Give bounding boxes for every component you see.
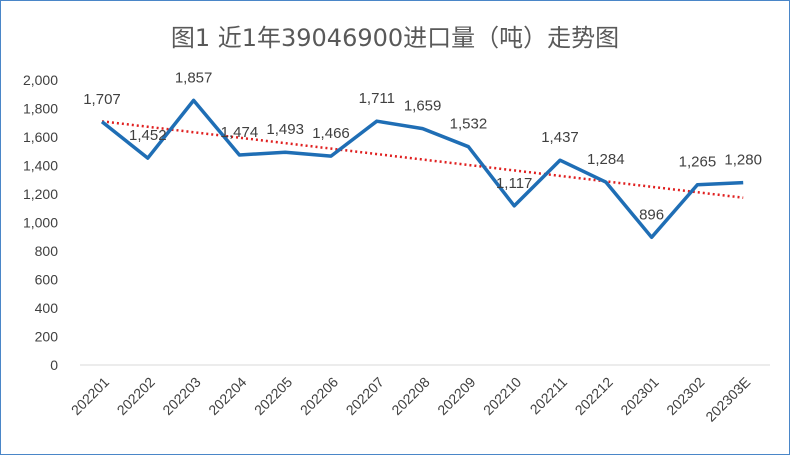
data-label: 1,466 <box>312 125 350 142</box>
chart-title: 图1 近1年39046900进口量（吨）走势图 <box>170 24 620 52</box>
data-label: 896 <box>639 206 664 223</box>
x-tick-label: 202303E <box>702 374 753 425</box>
data-label: 1,711 <box>359 90 395 107</box>
data-label: 1,857 <box>175 69 213 86</box>
x-tick-label: 202212 <box>572 374 616 418</box>
y-tick-label: 1,800 <box>23 101 58 117</box>
data-point <box>100 120 104 124</box>
data-point <box>375 119 379 123</box>
data-point <box>512 204 516 208</box>
data-label: 1,474 <box>221 124 259 141</box>
series-polyline <box>100 98 744 240</box>
data-point <box>421 127 425 131</box>
data-label: 1,532 <box>450 116 488 133</box>
data-label: 1,280 <box>724 152 762 169</box>
data-label: 1,707 <box>83 91 121 108</box>
x-tick-label: 202202 <box>114 374 158 418</box>
y-tick-label: 800 <box>35 243 59 259</box>
data-point <box>741 181 745 185</box>
data-point <box>192 98 196 102</box>
x-tick-label: 202203 <box>159 374 203 418</box>
trend-line <box>101 120 744 199</box>
x-tick-label: 202204 <box>205 374 249 418</box>
y-tick-label: 400 <box>35 300 59 316</box>
x-tick-label: 202206 <box>297 374 341 418</box>
data-point <box>237 153 241 157</box>
data-label: 1,659 <box>404 98 442 115</box>
x-tick-label: 202208 <box>388 374 432 418</box>
data-point <box>146 156 150 160</box>
data-point <box>695 183 699 187</box>
x-tick-label: 202301 <box>617 374 661 418</box>
x-tick-label: 202201 <box>68 374 112 418</box>
data-point <box>604 180 608 184</box>
y-tick-label: 2,000 <box>23 72 58 88</box>
y-tick-label: 1,600 <box>23 129 58 145</box>
y-tick-label: 600 <box>35 272 59 288</box>
data-point <box>329 154 333 158</box>
y-axis: 0 200 400 600 800 1,000 1,200 1,400 1,600 1,800 2,… <box>23 72 58 373</box>
x-axis: 202201 202202 202203 202204 202205 202206 2022… <box>68 364 770 425</box>
data-label: 1,493 <box>266 121 304 138</box>
x-tick-label: 202211 <box>527 374 571 418</box>
y-tick-label: 200 <box>35 329 59 345</box>
y-tick-label: 1,400 <box>23 158 58 174</box>
trendline <box>101 120 744 199</box>
data-point <box>283 150 287 154</box>
y-tick-label: 0 <box>50 357 58 373</box>
data-label: 1,117 <box>496 175 532 192</box>
data-point <box>466 145 470 149</box>
data-label: 1,437 <box>541 129 579 146</box>
x-tick-label: 202205 <box>251 374 295 418</box>
data-label: 1,265 <box>679 154 717 171</box>
data-labels: 1,707 1,452 1,857 1,474 1,493 1,466 1,711 1,659… <box>83 69 762 239</box>
series-line <box>100 98 744 240</box>
data-label: 1,284 <box>587 151 625 168</box>
data-point <box>650 235 654 239</box>
x-tick-label: 202302 <box>663 374 707 418</box>
x-tick-label: 202210 <box>480 374 524 418</box>
x-tick-label: 202207 <box>343 374 387 418</box>
data-point <box>558 158 562 162</box>
y-tick-label: 1,200 <box>23 186 58 202</box>
data-label: 1,452 <box>129 127 167 144</box>
x-tick-label: 202209 <box>434 374 478 418</box>
y-tick-label: 1,000 <box>23 215 58 231</box>
